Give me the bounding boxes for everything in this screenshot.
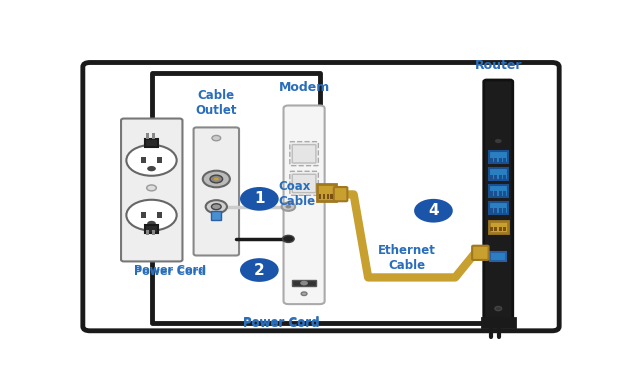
- FancyBboxPatch shape: [489, 201, 508, 214]
- Bar: [212, 211, 221, 220]
- Bar: [152, 133, 155, 139]
- Circle shape: [206, 200, 227, 213]
- Bar: [319, 194, 321, 199]
- FancyBboxPatch shape: [121, 119, 182, 261]
- Circle shape: [495, 139, 502, 143]
- Bar: [499, 158, 502, 162]
- FancyBboxPatch shape: [334, 187, 348, 201]
- Bar: [494, 174, 497, 179]
- Bar: [503, 158, 506, 162]
- Circle shape: [210, 175, 223, 183]
- Circle shape: [214, 177, 219, 181]
- Circle shape: [147, 221, 156, 226]
- Bar: [490, 191, 493, 196]
- Circle shape: [147, 166, 156, 171]
- Bar: [326, 194, 329, 199]
- Bar: [499, 227, 502, 231]
- FancyBboxPatch shape: [193, 127, 239, 256]
- Bar: [146, 230, 149, 235]
- FancyBboxPatch shape: [472, 246, 489, 260]
- Bar: [482, 318, 515, 327]
- FancyBboxPatch shape: [489, 221, 508, 233]
- Bar: [490, 174, 493, 179]
- Text: Power Cord: Power Cord: [134, 267, 206, 277]
- FancyBboxPatch shape: [489, 185, 508, 197]
- Text: Power Cord: Power Cord: [134, 265, 206, 275]
- Bar: [490, 158, 493, 162]
- Text: Power Cord: Power Cord: [243, 316, 319, 329]
- FancyBboxPatch shape: [290, 171, 318, 195]
- Circle shape: [495, 306, 502, 311]
- Bar: [503, 191, 506, 196]
- Circle shape: [495, 156, 502, 160]
- Bar: [499, 191, 502, 196]
- FancyBboxPatch shape: [484, 80, 513, 321]
- Bar: [292, 280, 316, 286]
- Bar: [145, 139, 158, 147]
- Bar: [323, 194, 325, 199]
- Bar: [157, 212, 162, 218]
- Text: Ethernet
Cable: Ethernet Cable: [378, 244, 436, 272]
- Bar: [503, 174, 506, 179]
- FancyBboxPatch shape: [318, 184, 336, 201]
- Circle shape: [240, 187, 279, 211]
- FancyBboxPatch shape: [489, 151, 508, 163]
- Circle shape: [212, 204, 221, 210]
- Bar: [145, 225, 158, 233]
- Text: 2: 2: [254, 263, 265, 278]
- Circle shape: [285, 205, 291, 208]
- Bar: [503, 227, 506, 231]
- FancyBboxPatch shape: [292, 145, 316, 163]
- Bar: [146, 133, 149, 139]
- Text: Power Cord: Power Cord: [243, 317, 319, 330]
- Text: Modem: Modem: [278, 81, 329, 94]
- Bar: [331, 194, 333, 199]
- Bar: [490, 208, 493, 213]
- Text: 4: 4: [428, 203, 439, 218]
- FancyBboxPatch shape: [292, 174, 316, 192]
- Bar: [141, 157, 146, 163]
- Bar: [494, 208, 497, 213]
- Bar: [503, 208, 506, 213]
- FancyBboxPatch shape: [489, 168, 508, 180]
- Bar: [490, 252, 507, 261]
- Bar: [141, 212, 146, 218]
- Circle shape: [126, 200, 177, 231]
- Bar: [152, 230, 155, 235]
- Bar: [499, 174, 502, 179]
- Circle shape: [414, 199, 453, 223]
- Bar: [494, 227, 497, 231]
- Text: Cable
Outlet: Cable Outlet: [195, 89, 237, 117]
- Circle shape: [240, 258, 279, 282]
- Circle shape: [126, 145, 177, 176]
- Circle shape: [283, 235, 294, 243]
- FancyBboxPatch shape: [290, 142, 318, 166]
- Bar: [157, 157, 162, 163]
- Circle shape: [301, 292, 307, 296]
- Bar: [494, 158, 497, 162]
- Bar: [490, 227, 493, 231]
- Circle shape: [281, 203, 295, 211]
- Text: Coax
Cable: Coax Cable: [279, 181, 316, 208]
- Text: 1: 1: [254, 191, 265, 206]
- Circle shape: [300, 281, 308, 285]
- FancyBboxPatch shape: [283, 105, 324, 304]
- Circle shape: [203, 171, 230, 187]
- Bar: [499, 208, 502, 213]
- Text: Router: Router: [474, 59, 522, 72]
- Bar: [494, 191, 497, 196]
- Circle shape: [147, 185, 157, 191]
- Circle shape: [212, 136, 221, 141]
